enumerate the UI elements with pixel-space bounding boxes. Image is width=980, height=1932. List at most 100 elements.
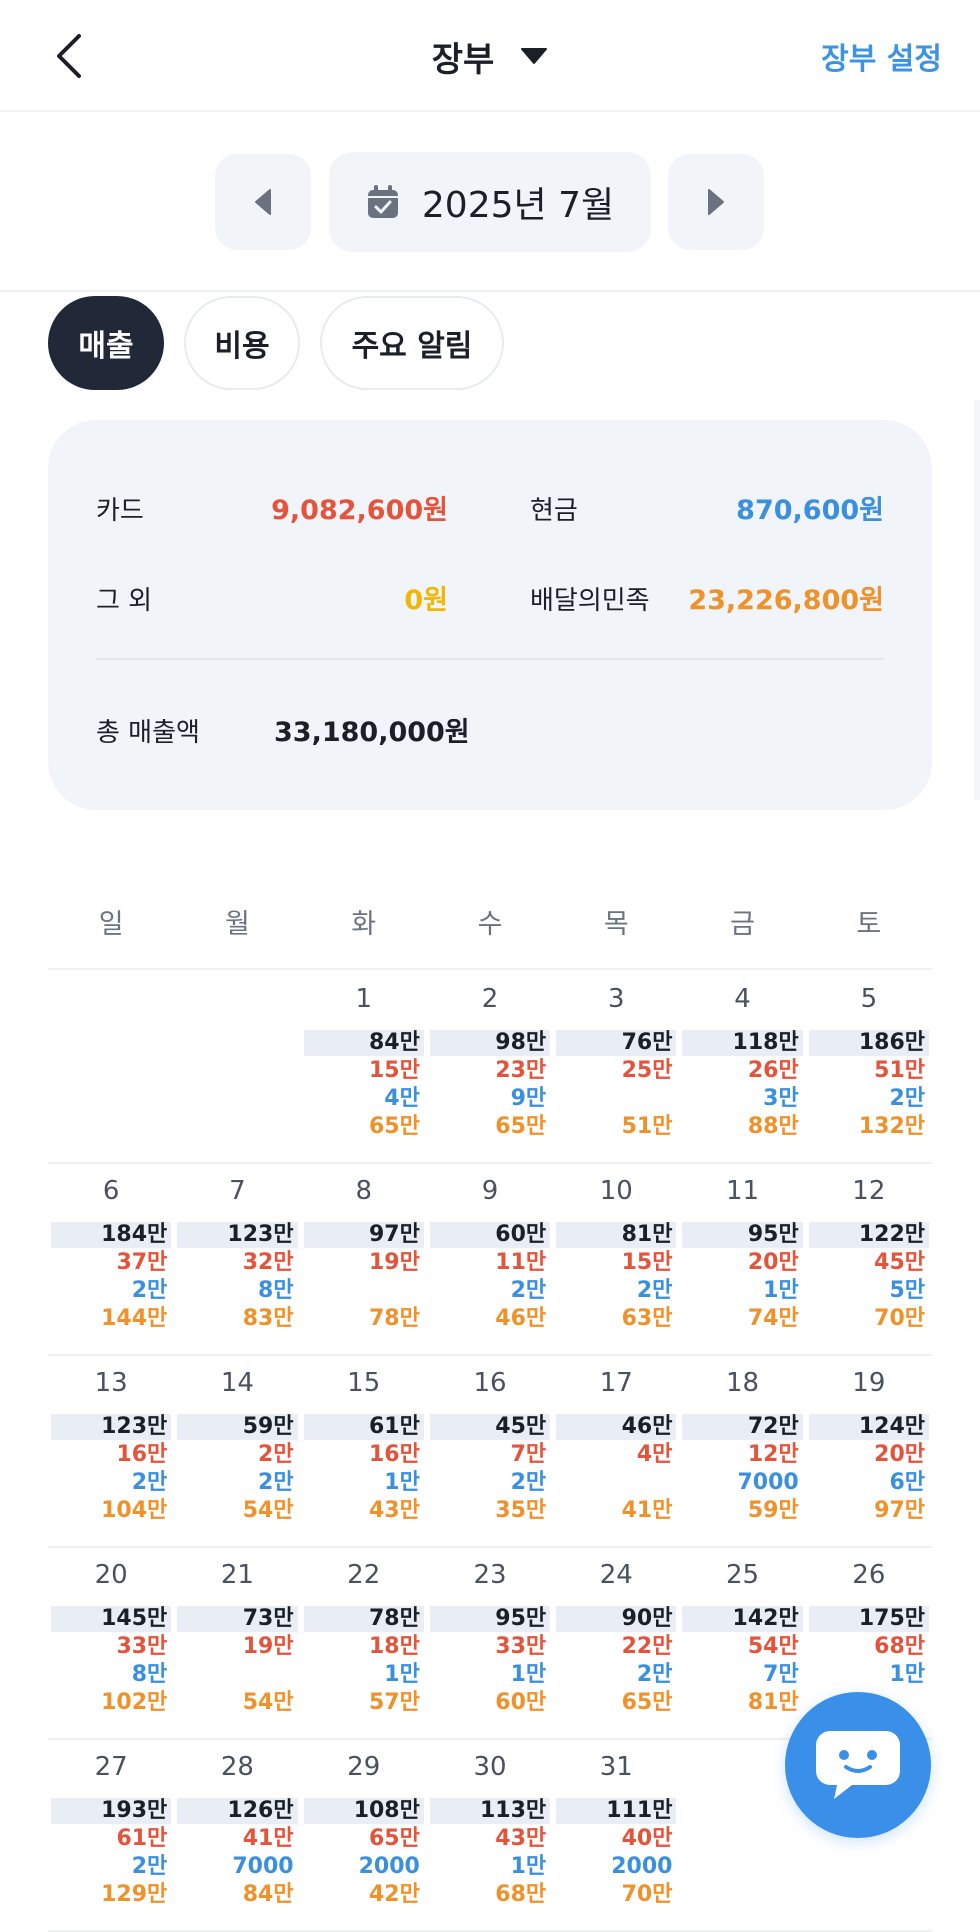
calendar-day-cell[interactable]: 26 175만 68만 1만 <box>806 1548 932 1738</box>
day-cash-sales: 9만 <box>510 1086 547 1111</box>
calendar-day-cell[interactable]: 1 84만 15만 4만 65만 <box>301 972 427 1162</box>
weekday-fri: 금 <box>730 909 755 940</box>
top-app-bar: 장부 장부 설정 <box>0 0 980 112</box>
sales-summary-card: 카드 9,082,600원 현금 870,600원 그 외 0원 배달의민족 2… <box>48 420 932 810</box>
day-total-sales: 95만 <box>429 1606 551 1632</box>
calendar-day-cell[interactable]: 7 123만 32만 8만 83만 <box>174 1164 300 1354</box>
cash-sales-value: 870,600원 <box>736 495 884 526</box>
page-title: 장부 <box>431 39 495 80</box>
day-delivery-sales: 129만 <box>101 1882 168 1907</box>
calendar-day-cell[interactable]: 25 142만 54만 7만 81만 <box>679 1548 805 1738</box>
day-cash-sales: 1만 <box>889 1662 925 1687</box>
day-total-sales: 184만 <box>51 1222 172 1248</box>
chat-bot-button[interactable] <box>785 1692 931 1838</box>
calendar-day-cell[interactable]: 17 46만 4만 41만 <box>553 1356 679 1546</box>
day-number: 26 <box>852 1560 886 1590</box>
day-cash-sales: 2만 <box>131 1470 168 1495</box>
day-total-sales: 76만 <box>556 1030 677 1056</box>
day-card-sales: 45만 <box>874 1250 925 1275</box>
calendar-day-cell[interactable]: 22 78만 18만 1만 57만 <box>301 1548 427 1738</box>
tab-sales[interactable]: 매출 <box>48 296 164 390</box>
calendar-day-cell[interactable]: 3 76만 25만 51만 <box>553 972 679 1162</box>
day-number: 19 <box>852 1368 886 1398</box>
day-total-sales: 118만 <box>682 1030 803 1056</box>
calendar-day-cell[interactable]: 15 61만 16만 1만 43만 <box>301 1356 427 1546</box>
calendar-day-cell[interactable]: 13 123만 16만 2만 104만 <box>48 1356 174 1546</box>
calendar-day-cell[interactable]: 30 113만 43만 1만 68만 <box>427 1740 553 1930</box>
day-delivery-sales: 97만 <box>874 1498 925 1523</box>
weekday-thu: 목 <box>603 909 629 940</box>
day-delivery-sales: 132만 <box>858 1114 925 1139</box>
day-cash-sales: 2만 <box>636 1278 673 1303</box>
scrollbar-track[interactable] <box>974 400 980 800</box>
day-card-sales: 40만 <box>621 1826 673 1851</box>
calendar-day-cell[interactable]: 24 90만 22만 2만 65만 <box>553 1548 679 1738</box>
calendar-day-cell[interactable]: 5 186만 51만 2만 132만 <box>806 972 932 1162</box>
day-card-sales: 11만 <box>495 1250 547 1275</box>
day-delivery-sales: 51만 <box>621 1114 673 1139</box>
calendar-day-cell[interactable]: 8 97만 19만 78만 <box>301 1164 427 1354</box>
calendar-week: 13 123만 16만 2만 104만 14 59만 2만 2만 54만 15 61만 16만 1만 43만… <box>48 1356 932 1548</box>
day-number: 28 <box>220 1752 254 1782</box>
day-card-sales: 43만 <box>495 1826 547 1851</box>
day-number: 10 <box>599 1176 633 1206</box>
day-card-sales: 33만 <box>495 1634 547 1659</box>
ledger-settings-link[interactable]: 장부 설정 <box>821 42 942 77</box>
calendar-day-cell[interactable]: 9 60만 11만 2만 46만 <box>427 1164 553 1354</box>
calendar-day-cell[interactable]: 27 193만 61만 2만 129만 <box>48 1740 174 1930</box>
calendar-week: 6 184만 37만 2만 144만 7 123만 32만 8만 83만 8 97만 19만 78만 9 60… <box>48 1164 932 1356</box>
day-card-sales: 12만 <box>747 1442 799 1467</box>
calendar-day-cell[interactable]: 4 118만 26만 3만 88만 <box>679 972 805 1162</box>
calendar-day-cell[interactable]: 29 108만 65만 2000 42만 <box>301 1740 427 1930</box>
day-card-sales: 51만 <box>874 1058 925 1083</box>
tab-key-alerts[interactable]: 주요 알림 <box>320 296 504 390</box>
day-number: 23 <box>473 1560 507 1590</box>
calendar-day-cell[interactable]: 28 126만 41만 7000 84만 <box>174 1740 300 1930</box>
next-month-button[interactable] <box>668 154 764 250</box>
day-number: 22 <box>347 1560 381 1590</box>
day-cash-sales: 2만 <box>131 1854 168 1879</box>
day-card-sales: 37만 <box>116 1250 168 1275</box>
other-sales-label: 그 외 <box>96 586 153 616</box>
day-total-sales: 59만 <box>177 1414 298 1440</box>
calendar-day-cell[interactable]: 20 145만 33만 8만 102만 <box>48 1548 174 1738</box>
day-delivery-sales: 83만 <box>242 1306 294 1331</box>
calendar-day-cell[interactable]: 10 81만 15만 2만 63만 <box>553 1164 679 1354</box>
day-cash-sales: 7000 <box>232 1854 294 1879</box>
month-picker[interactable]: 2025년 7월 <box>329 152 651 252</box>
cash-sales-label: 현금 <box>530 496 578 526</box>
prev-month-button[interactable] <box>215 154 311 250</box>
calendar-day-cell[interactable]: 2 98만 23만 9만 65만 <box>427 972 553 1162</box>
tab-expenses[interactable]: 비용 <box>184 296 300 390</box>
day-delivery-sales: 43만 <box>369 1498 420 1523</box>
day-total-sales: 175만 <box>808 1606 929 1632</box>
day-cash-sales: 1만 <box>510 1854 547 1879</box>
other-sales-value: 0원 <box>404 585 448 616</box>
day-total-sales: 90만 <box>556 1606 677 1632</box>
day-number: 16 <box>473 1368 507 1398</box>
day-delivery-sales: 63만 <box>621 1306 673 1331</box>
calendar-day-cell[interactable]: 12 122만 45만 5만 70만 <box>806 1164 932 1354</box>
back-button[interactable] <box>40 28 96 84</box>
calendar-day-cell[interactable]: 19 124만 20만 6만 97만 <box>806 1356 932 1546</box>
calendar-day-cell[interactable]: 21 73만 19만 54만 <box>174 1548 300 1738</box>
calendar-day-cell[interactable]: 23 95만 33만 1만 60만 <box>427 1548 553 1738</box>
calendar-day-cell[interactable]: 31 111만 40만 2000 70만 <box>553 1740 679 1930</box>
calendar-day-cell[interactable]: 16 45만 7만 2만 35만 <box>427 1356 553 1546</box>
calendar-week: 20 145만 33만 8만 102만 21 73만 19만 54만 22 78만 18만 1만 57만 2… <box>48 1548 932 1740</box>
calendar-day-cell[interactable]: 14 59만 2만 2만 54만 <box>174 1356 300 1546</box>
calendar-day-cell[interactable]: 6 184만 37만 2만 144만 <box>48 1164 174 1354</box>
day-card-sales: 20만 <box>747 1250 799 1275</box>
calendar-week: 1 84만 15만 4만 65만 2 98만 23만 9만 65만 3 76만 25만 51만 4 118만 2… <box>48 972 932 1164</box>
day-number: 30 <box>473 1752 507 1782</box>
day-total-sales: 108만 <box>303 1798 424 1824</box>
day-total-sales: 72만 <box>682 1414 803 1440</box>
day-total-sales: 122만 <box>808 1222 929 1248</box>
day-number: 17 <box>599 1368 633 1398</box>
day-delivery-sales: 65만 <box>495 1114 547 1139</box>
day-number: 31 <box>599 1752 633 1782</box>
ledger-selector[interactable]: 장부 <box>0 0 980 112</box>
calendar-day-cell[interactable]: 11 95만 20만 1만 74만 <box>679 1164 805 1354</box>
calendar-day-cell[interactable]: 18 72만 12만 7000 59만 <box>679 1356 805 1546</box>
day-delivery-sales: 35만 <box>495 1498 547 1523</box>
